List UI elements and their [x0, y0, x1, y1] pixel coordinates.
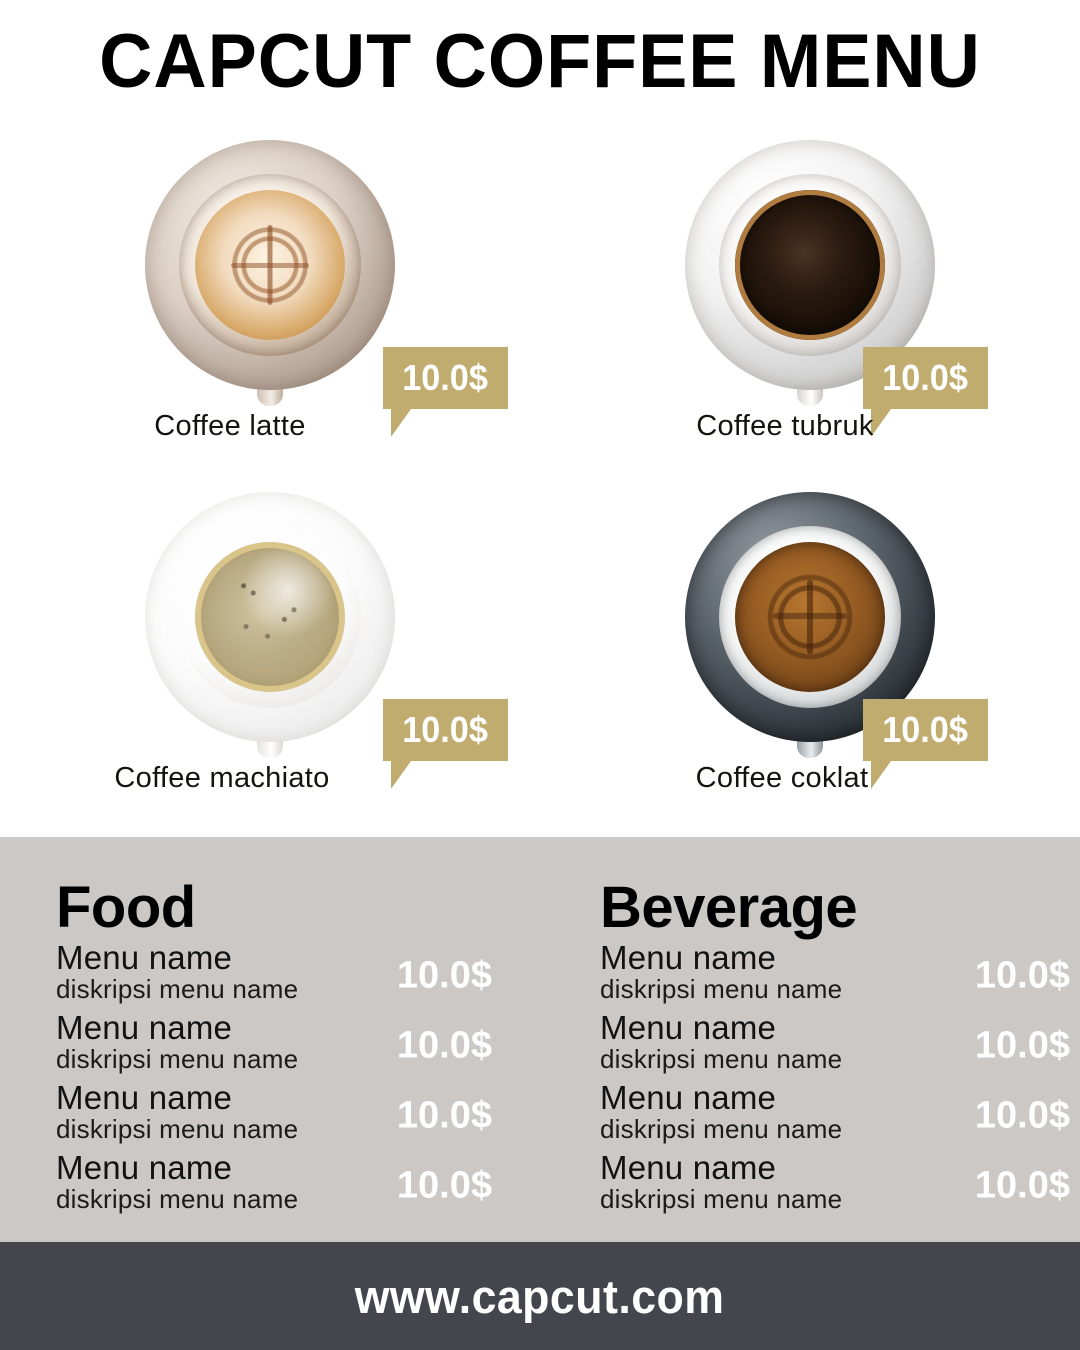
food-section: Food Menu name diskripsi menu name 10.0$… [56, 879, 526, 1221]
beverage-section: Beverage Menu name diskripsi menu name 1… [600, 879, 1070, 1221]
price-badge: 10.0$ [863, 699, 988, 789]
product-grid: 10.0$ Coffee latte 10.0$ Coffee tubruk 1… [0, 132, 1080, 837]
product-card-coffee-tubruk[interactable]: 10.0$ Coffee tubruk [540, 132, 1080, 484]
menu-item-price: 10.0$ [396, 1094, 492, 1137]
menu-item-texts: Menu name diskripsi menu name [56, 1149, 299, 1214]
menu-item-price: 10.0$ [974, 954, 1070, 997]
menu-item-name: Menu name [56, 1009, 233, 1046]
menu-item-price: 10.0$ [396, 1024, 492, 1067]
price-badge: 10.0$ [383, 699, 508, 789]
coffee-coklat-image [685, 492, 935, 758]
menu-item-description: diskripsi menu name [600, 1113, 843, 1144]
coffee-liquid-shape [195, 190, 345, 340]
menu-list-item[interactable]: Menu name diskripsi menu name 10.0$ [56, 1149, 526, 1221]
product-card-coffee-machiato[interactable]: 10.0$ Coffee machiato [0, 484, 540, 836]
menu-item-price: 10.0$ [396, 954, 492, 997]
menu-item-name: Menu name [56, 1079, 233, 1116]
product-name: Coffee tubruk [696, 410, 874, 442]
menu-list-item[interactable]: Menu name diskripsi menu name 10.0$ [56, 1079, 526, 1151]
menu-item-description: diskripsi menu name [56, 1113, 299, 1144]
menu-list-panel: Food Menu name diskripsi menu name 10.0$… [0, 837, 1080, 1242]
section-title-food: Food [56, 875, 196, 940]
coffee-machiato-image [145, 492, 395, 758]
menu-list-item[interactable]: Menu name diskripsi menu name 10.0$ [600, 1149, 1070, 1221]
menu-item-price: 10.0$ [974, 1024, 1070, 1067]
menu-item-price: 10.0$ [974, 1094, 1070, 1137]
menu-item-name: Menu name [600, 939, 777, 976]
menu-list-item[interactable]: Menu name diskripsi menu name 10.0$ [56, 1009, 526, 1081]
price-badge-label: 10.0$ [882, 709, 969, 750]
latte-art-icon [224, 219, 316, 311]
price-badge-label: 10.0$ [402, 709, 489, 750]
menu-item-texts: Menu name diskripsi menu name [56, 939, 299, 1004]
footer-website-link[interactable]: www.capcut.com [355, 1269, 725, 1323]
menu-item-texts: Menu name diskripsi menu name [600, 1009, 843, 1074]
menu-list-item[interactable]: Menu name diskripsi menu name 10.0$ [600, 1079, 1070, 1151]
section-title-beverage: Beverage [600, 875, 858, 940]
price-badge: 10.0$ [863, 347, 988, 437]
menu-item-name: Menu name [600, 1009, 777, 1046]
menu-item-texts: Menu name diskripsi menu name [600, 1079, 843, 1144]
menu-item-description: diskripsi menu name [56, 973, 299, 1004]
coffee-liquid-shape [735, 542, 885, 692]
product-card-coffee-coklat[interactable]: 10.0$ Coffee coklat [540, 484, 1080, 836]
menu-item-description: diskripsi menu name [56, 1043, 299, 1074]
menu-item-price: 10.0$ [974, 1164, 1070, 1207]
product-card-coffee-latte[interactable]: 10.0$ Coffee latte [0, 132, 540, 484]
footer-bar: www.capcut.com [0, 1242, 1080, 1350]
menu-item-texts: Menu name diskripsi menu name [56, 1079, 299, 1144]
menu-list-item[interactable]: Menu name diskripsi menu name 10.0$ [600, 1009, 1070, 1081]
menu-item-texts: Menu name diskripsi menu name [600, 939, 843, 1004]
coffee-liquid-shape [735, 190, 885, 340]
menu-item-name: Menu name [56, 939, 233, 976]
page-title: CAPCUT COFFEE MENU [99, 19, 981, 104]
price-badge: 10.0$ [383, 347, 508, 437]
menu-item-texts: Menu name diskripsi menu name [56, 1009, 299, 1074]
price-badge-label: 10.0$ [882, 357, 969, 398]
coffee-latte-image [145, 140, 395, 406]
foam-speckle-icon [210, 557, 330, 677]
menu-item-texts: Menu name diskripsi menu name [600, 1149, 843, 1214]
menu-item-description: diskripsi menu name [600, 973, 843, 1004]
menu-item-name: Menu name [56, 1149, 233, 1186]
product-name: Coffee machiato [114, 762, 330, 794]
product-name: Coffee latte [154, 410, 306, 442]
menu-list-item[interactable]: Menu name diskripsi menu name 10.0$ [56, 939, 526, 1011]
menu-item-price: 10.0$ [396, 1164, 492, 1207]
menu-item-name: Menu name [600, 1079, 777, 1116]
menu-item-description: diskripsi menu name [56, 1183, 299, 1214]
product-name: Coffee coklat [695, 762, 869, 794]
menu-item-description: diskripsi menu name [600, 1183, 843, 1214]
menu-item-name: Menu name [600, 1149, 777, 1186]
menu-item-description: diskripsi menu name [600, 1043, 843, 1074]
price-badge-label: 10.0$ [402, 357, 489, 398]
menu-list-item[interactable]: Menu name diskripsi menu name 10.0$ [600, 939, 1070, 1011]
coffee-liquid-shape [195, 542, 345, 692]
cocoa-art-icon [764, 571, 856, 663]
